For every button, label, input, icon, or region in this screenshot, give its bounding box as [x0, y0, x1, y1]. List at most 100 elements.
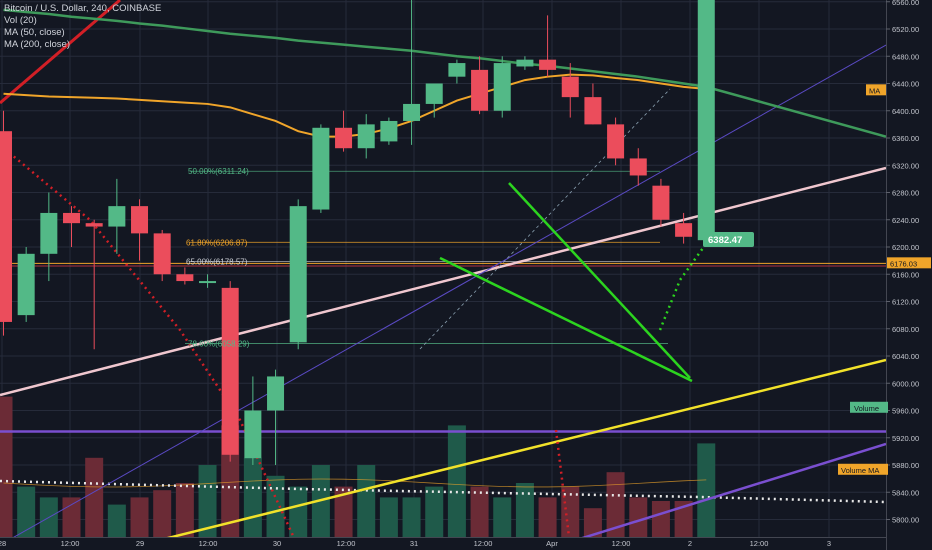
chart-title: Bitcoin / U.S. Dollar, 240, COINBASE	[4, 3, 162, 14]
time-tick-label: 31	[410, 539, 418, 548]
price-marker-bg	[838, 463, 888, 475]
candle	[131, 199, 149, 261]
candle-body	[0, 131, 12, 322]
candle-body	[561, 76, 579, 98]
time-tick-label: 12:00	[750, 539, 769, 548]
time-tick-label: 12:00	[337, 539, 356, 548]
volume-bar	[289, 486, 308, 537]
volume-bar	[85, 457, 104, 537]
candle-body	[425, 83, 443, 104]
volume-bar	[402, 497, 421, 537]
candle-body	[153, 233, 171, 275]
wedge-lower-line	[439, 256, 693, 383]
candle	[607, 117, 625, 166]
ma50-line	[3, 73, 707, 138]
target-label-bg	[703, 232, 754, 247]
candle-body	[131, 206, 149, 234]
candle-body	[221, 287, 239, 455]
time-tick-label: 2	[688, 539, 692, 548]
candle-body	[63, 212, 81, 224]
volume-bar	[470, 486, 489, 537]
volume-bar	[425, 486, 444, 537]
volume-bar	[107, 504, 126, 537]
candle-body	[312, 127, 330, 210]
candle-body	[176, 274, 194, 282]
candle	[675, 212, 693, 244]
volume-bar	[379, 497, 398, 537]
candle-body	[675, 223, 693, 237]
candle-body	[448, 63, 466, 77]
volume-bar	[62, 497, 81, 537]
candle	[289, 199, 307, 350]
price-tick-label: 6440.00	[892, 80, 919, 89]
projection-path	[658, 247, 705, 331]
candle	[539, 15, 557, 77]
ma200-line	[3, 8, 886, 138]
dotted-red-path-2	[554, 429, 571, 537]
time-tick-label: 12:00	[61, 539, 80, 548]
volume-bar	[175, 483, 194, 537]
candle-body	[629, 158, 647, 176]
target-label: 6382.47	[703, 232, 754, 247]
price-tick-label: 6560.00	[892, 0, 919, 7]
time-tick-label: 3	[827, 539, 831, 548]
fib-label: 78.60%(6058.29)	[188, 340, 250, 349]
candle-body	[40, 212, 58, 254]
candle	[629, 148, 647, 186]
grid	[0, 0, 886, 537]
price-tick-label: 6200.00	[892, 243, 919, 252]
volume-bar	[606, 472, 625, 537]
candle	[176, 267, 194, 285]
indicator-ma50[interactable]: MA (50, close)	[4, 27, 65, 38]
volume-bar	[583, 508, 602, 537]
time-tick-label: Apr	[546, 539, 558, 548]
volume-bar	[674, 501, 693, 537]
time-tick-label: 30	[273, 539, 281, 548]
price-tick-label: 6400.00	[892, 107, 919, 116]
trendline-red	[0, 0, 121, 105]
candle	[199, 274, 217, 288]
price-marker-bg	[866, 84, 886, 96]
volume-bar	[447, 425, 466, 537]
volume-bar	[243, 457, 262, 537]
volume-bar	[334, 486, 353, 537]
candle	[697, 0, 715, 247]
candle	[267, 369, 285, 465]
price-tick-label: 6320.00	[892, 161, 919, 170]
candle-body	[539, 59, 557, 70]
target-label-text: 6382.47	[708, 235, 742, 246]
indicator-ma200[interactable]: MA (200, close)	[4, 39, 70, 50]
candle	[471, 56, 489, 115]
candle-body	[584, 97, 602, 125]
candle-body	[289, 206, 307, 343]
candle	[335, 110, 353, 152]
volume-bar	[651, 501, 670, 537]
indicator-vol[interactable]: Vol (20)	[4, 15, 37, 26]
price-tick-label: 6480.00	[892, 52, 919, 61]
trendline-purple-low	[581, 442, 886, 537]
time-axis: 28 12:00 29 12:00 30 12:00 31 12:00 Apr 12:00 2 12:…	[0, 537, 886, 550]
volume-bar	[357, 465, 376, 537]
time-tick-label: 28	[0, 539, 6, 548]
trendline-pink	[0, 166, 886, 397]
volume-bar	[697, 443, 716, 537]
price-tick-label: 6520.00	[892, 25, 919, 34]
fib-label: 50.00%(6311.24)	[188, 167, 249, 176]
candle	[153, 229, 171, 282]
candle-body	[108, 206, 126, 227]
price-tick-label: 5920.00	[892, 434, 919, 443]
plot-area: 50.00%(6311.24) 61.80%(6206.87) 65.00%(617…	[0, 0, 886, 537]
candle	[561, 63, 579, 118]
fib-label: 61.80%(6206.87)	[186, 238, 248, 247]
trendline-yellow	[166, 358, 886, 537]
candle-body	[199, 281, 217, 284]
volume-bar	[515, 483, 534, 537]
candle	[380, 117, 398, 145]
chart-legend: Bitcoin / U.S. Dollar, 240, COINBASE Vol…	[4, 3, 161, 51]
time-tick-label: 12:00	[474, 539, 493, 548]
price-marker-label: MA	[869, 86, 880, 95]
price-marker-label: Volume	[854, 404, 879, 413]
candle-body	[357, 124, 375, 149]
